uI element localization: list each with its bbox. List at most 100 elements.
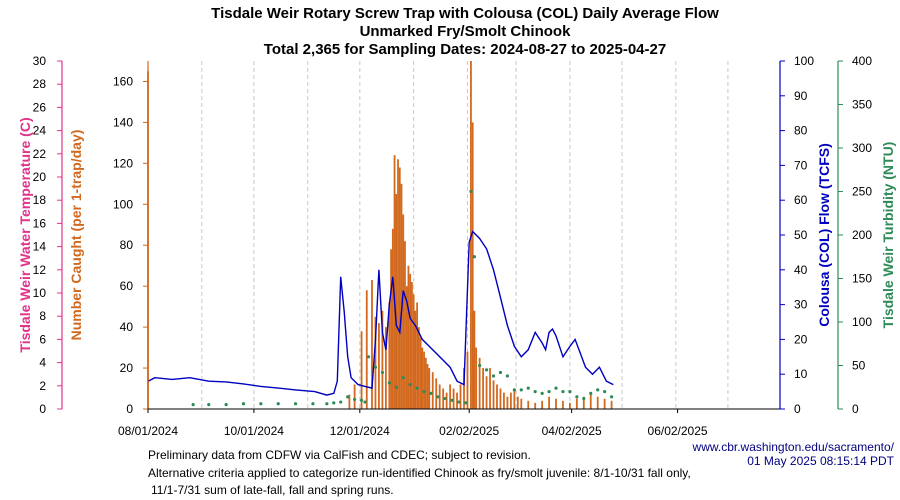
turbidity-point [464,401,468,405]
footer-note-line2: Alternative criteria applied to categori… [148,466,691,480]
turbidity-point [582,396,586,401]
caught-bar [417,327,420,409]
axis-titles: Tisdale Weir Water Temperature (C) Numbe… [17,117,896,352]
turbidity-axis-tick-label: 400 [852,54,872,68]
flow-axis-tick-label: 80 [794,124,808,138]
caught-bars [147,61,613,409]
caught-bar [404,241,406,409]
caught-bar [365,290,368,409]
turbidity-point [589,391,593,395]
caught-axis-tick-label: 0 [126,402,133,416]
caught-bar [374,316,377,409]
turbidity-point [505,374,510,378]
chart-title-line2: Unmarked Fry/Smolt Chinook [360,23,572,40]
turbidity-point [484,368,489,372]
caught-bar [496,384,498,409]
turbidity-point [224,403,228,407]
x-axis-tick-label: 12/01/2024 [330,424,390,438]
caught-bar [459,384,462,409]
turbidity-point [359,398,364,402]
caught-axis-tick-label: 40 [120,320,134,334]
temperature-axis-tick-label: 24 [33,124,47,138]
caught-bar [400,183,403,409]
flow-axis-tick-label: 90 [794,89,808,103]
caught-bar [466,351,469,409]
caught-bar [431,372,434,409]
caught-bar [428,368,431,409]
turbidity-axis-label: Tisdale Weir Turbidity (NTU) [880,142,896,329]
flow-axis-tick-label: 60 [794,193,808,207]
caught-bar [405,286,408,409]
turbidity-point [259,402,263,406]
caught-axis-tick-label: 120 [113,156,133,170]
caught-axis-tick-label: 100 [113,197,133,211]
caught-bar [509,392,512,409]
flow-line [147,230,614,396]
caught-bar [471,122,474,409]
caught-bar [516,396,519,409]
turbidity-point [561,390,565,394]
turbidity-point [568,390,572,394]
turbidity-point [380,370,384,375]
x-axis-tick-label: 10/01/2024 [224,424,284,438]
flow-axis-tick-label: 100 [794,54,814,68]
caught-bar [412,294,415,409]
turbidity-axis-tick-label: 0 [852,402,859,416]
temperature-axis-tick-label: 16 [33,216,47,230]
temperature-axis-tick-label: 26 [33,100,47,114]
turbidity-point [387,381,391,385]
caught-bar [562,400,564,409]
turbidity-point [191,403,195,407]
caught-bar [423,351,425,409]
caught-bar [398,167,401,409]
turbidity-point [311,402,315,406]
caught-bar [391,228,394,409]
caught-bar [589,392,592,409]
flow-axis-tick-label: 70 [794,158,808,172]
turbidity-point [450,398,454,402]
temperature-axis-tick-label: 12 [33,263,47,277]
turbidity-point [526,386,530,390]
turbidity-point [436,395,440,399]
caught-bar [438,384,441,409]
caught-bar [395,194,398,409]
temperature-axis-tick-label: 8 [39,309,46,323]
caught-axis-label: Number Caught (per 1-trap/day) [68,130,84,341]
axes: 0246810121416182022242628300204060801001… [33,54,873,416]
footer-note-line1: Preliminary data from CDFW via CalFish a… [148,448,531,462]
turbidity-point [478,363,482,368]
turbidity-point [512,388,516,392]
x-axis-tick-label: 06/02/2025 [648,424,708,438]
turbidity-point [353,397,357,402]
flow-axis-tick-label: 10 [794,367,808,381]
turbidity-point [363,400,367,404]
caught-bar [503,392,505,409]
turbidity-point [339,400,343,404]
temperature-axis-tick-label: 0 [39,402,46,416]
caught-bar [482,368,484,409]
footer-url[interactable]: www.cbr.washington.edu/sacramento/ [692,440,895,454]
turbidity-axis-tick-label: 50 [852,359,866,373]
caught-bar [416,302,419,409]
temperature-axis-tick-label: 10 [33,286,47,300]
caught-bar [506,396,509,409]
temperature-axis-tick-label: 4 [39,356,46,370]
caught-bar [485,376,488,409]
chart-title-line1: Tisdale Weir Rotary Screw Trap with Colo… [211,5,719,22]
turbidity-point [366,355,371,359]
turbidity-axis-tick-label: 300 [852,141,872,155]
caught-axis-tick-label: 160 [113,74,133,88]
caught-bar [388,302,391,409]
temperature-axis-tick-label: 22 [33,147,47,161]
caught-bar [445,392,448,409]
x-axis-tick-label: 08/01/2024 [118,424,178,438]
caught-bar [390,249,392,409]
caught-bar [424,357,427,409]
x-axis-tick-label: 04/02/2025 [542,424,602,438]
caught-bar [348,394,351,409]
turbidity-point [540,391,544,395]
caught-bar [534,402,537,409]
caught-bar [575,398,578,409]
turbidity-point [609,395,614,399]
turbidity-axis-tick-label: 100 [852,315,872,329]
